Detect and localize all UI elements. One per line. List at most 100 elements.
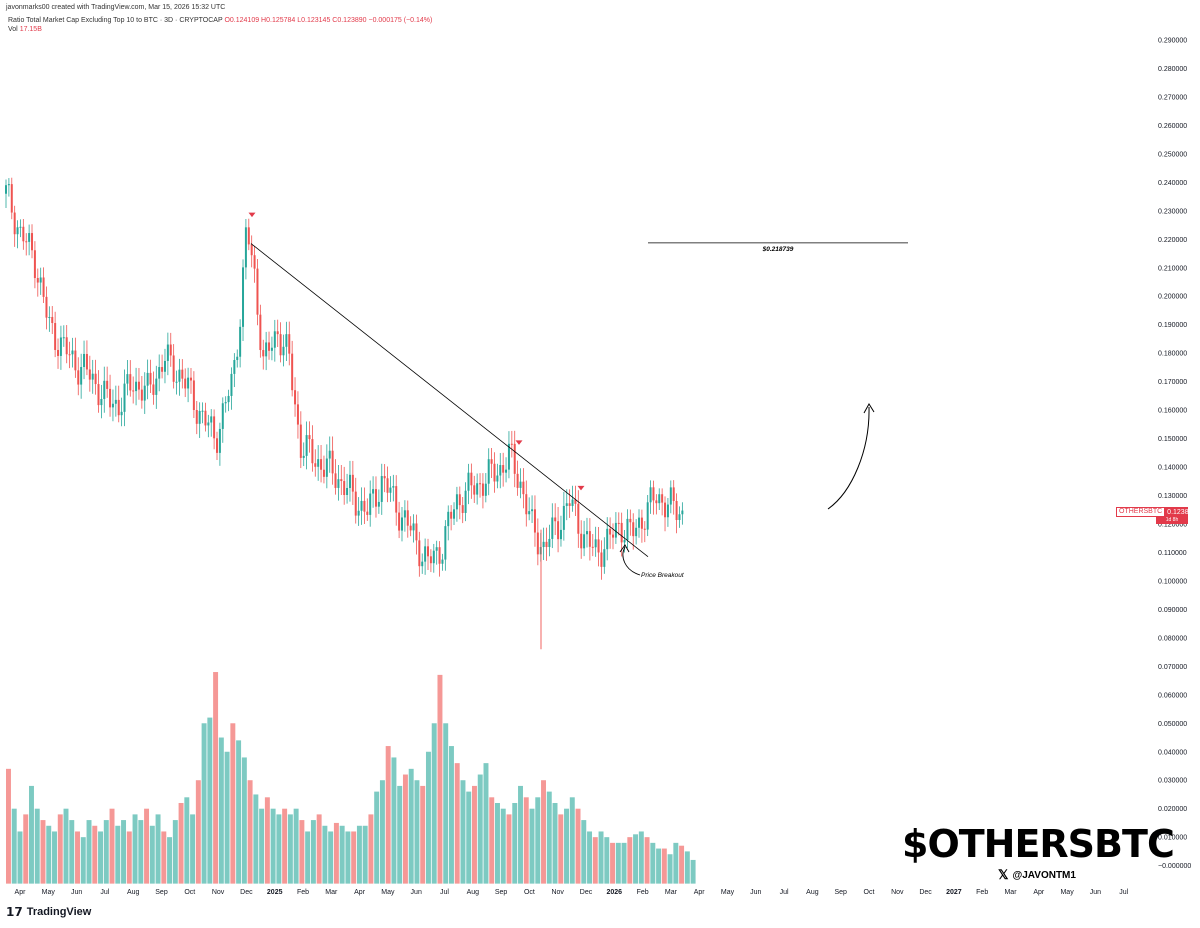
y-tick-label: 0.180000 (1158, 351, 1187, 358)
candle-body (441, 559, 444, 564)
volume-bar (6, 768, 11, 884)
volume-bar (195, 780, 201, 884)
x-tick-label: Jun (1090, 889, 1101, 896)
candle-body (210, 416, 213, 423)
candle-body (528, 511, 531, 515)
x-tick-label: 2027 (946, 889, 962, 896)
volume-bar (17, 831, 23, 884)
candle-body (418, 540, 421, 567)
candle-body (233, 360, 236, 374)
x-tick-label: Mar (665, 889, 678, 896)
candle-body (620, 522, 623, 543)
candle-body (522, 481, 525, 495)
candle-body (513, 443, 516, 474)
candle-body (137, 381, 140, 390)
x-tick-label: Apr (694, 889, 706, 896)
candle-body (533, 509, 536, 533)
candle-body (681, 510, 684, 515)
candle-body (369, 493, 372, 515)
candle-body (320, 459, 323, 470)
volume-bar (500, 808, 506, 884)
candle-body (421, 561, 424, 567)
volume-bar (356, 825, 362, 884)
y-tick-label: 0.100000 (1158, 578, 1187, 585)
x-tick-label: Dec (580, 889, 593, 896)
candle-body (57, 349, 60, 356)
candle-body (155, 378, 158, 395)
tradingview-logo[interactable]: 𝟭𝟳 TradingView (6, 905, 91, 919)
candle-body (126, 374, 129, 384)
volume-bar (167, 837, 173, 884)
candle-body (386, 478, 389, 493)
candle-body (242, 267, 245, 327)
candle-body (632, 522, 635, 537)
handle-text: @JAVONTM1 (1012, 869, 1076, 881)
projection-arrow (827, 406, 870, 510)
candle-body (218, 428, 221, 453)
y-tick-label: 0.020000 (1158, 806, 1187, 813)
candle-body (588, 531, 591, 547)
candle-body (13, 212, 16, 235)
y-tick-label: 0.280000 (1158, 66, 1187, 73)
candle-body (42, 277, 45, 297)
volume-bar (293, 808, 299, 884)
x-tick-label: Oct (184, 889, 195, 896)
volume-bar (638, 831, 644, 884)
candle-body (519, 481, 522, 488)
candle-body (22, 226, 25, 242)
candle-body (230, 373, 233, 396)
volume-bar (569, 797, 575, 884)
breakout-arrow (622, 546, 641, 576)
x-tick-label: Jul (440, 889, 449, 896)
volume-bar (443, 723, 449, 884)
ticker-watermark: $OTHERSBTC (902, 822, 1175, 866)
volume-bar (621, 842, 627, 884)
symbol-line[interactable]: Ratio Total Market Cap Excluding Top 10 … (8, 17, 223, 24)
candle-body (68, 354, 71, 356)
y-tick-label: 0.220000 (1158, 237, 1187, 244)
candle-body (606, 528, 609, 550)
x-tick-label: Dec (240, 889, 253, 896)
candle-body (192, 380, 195, 411)
candle-body (398, 512, 401, 531)
volume-bar (270, 808, 276, 884)
volume-bar (656, 848, 662, 884)
x-tick-label: Nov (212, 889, 225, 896)
y-tick-label: 0.130000 (1158, 493, 1187, 500)
candle-body (195, 410, 198, 424)
candle-body (294, 390, 297, 405)
volume-bar (351, 831, 357, 884)
candle-body (597, 539, 600, 553)
candle-body (476, 483, 479, 495)
y-tick-label: 0.050000 (1158, 721, 1187, 728)
candle-body (77, 370, 80, 385)
volume-bar (69, 820, 75, 884)
volume-bar (679, 845, 685, 884)
last-price-tag: OTHERSBTC 0.123890 (1116, 507, 1196, 517)
volume-bar (190, 814, 196, 884)
y-tick-label: 0.060000 (1158, 692, 1187, 699)
candle-body (111, 403, 114, 408)
candle-body (403, 510, 406, 518)
volume-bar (34, 808, 40, 884)
candle-body (270, 347, 273, 351)
candle-body (143, 385, 146, 401)
x-tick-label: Apr (354, 889, 366, 896)
candle-body (175, 381, 178, 383)
volume-bar (178, 802, 184, 884)
x-tick-label: May (721, 889, 735, 896)
candle-body (227, 395, 230, 403)
candle-body (236, 356, 239, 361)
volume-bar (345, 831, 351, 884)
volume-bar (604, 837, 610, 884)
candle-body (412, 523, 415, 531)
candle-body (585, 531, 588, 535)
x-tick-label: May (42, 889, 56, 896)
volume-bar (362, 825, 368, 884)
volume-bar (230, 723, 236, 884)
volume-bar (368, 814, 374, 884)
candle-body (120, 411, 123, 416)
candle-body (216, 438, 219, 453)
y-tick-label: 0.120000 (1158, 521, 1187, 528)
